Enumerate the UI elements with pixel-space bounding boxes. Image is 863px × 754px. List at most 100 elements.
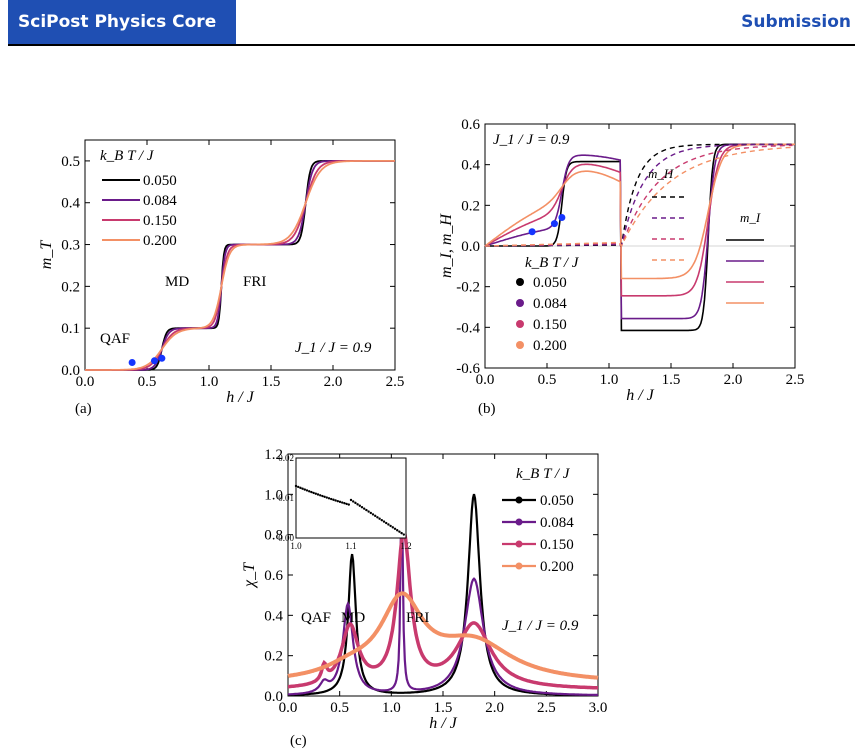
inset-point xyxy=(354,501,357,505)
inset-point xyxy=(316,493,320,496)
y-axis-label: χ_T xyxy=(241,562,258,589)
inset-point xyxy=(402,533,405,536)
critical-point xyxy=(128,358,136,366)
inset-point xyxy=(349,498,353,502)
legend-title: k_B T / J xyxy=(100,148,155,164)
inset-point xyxy=(389,524,392,528)
y-tick-label: 0.3 xyxy=(61,238,80,254)
y-tick-label: 0.0 xyxy=(461,239,480,255)
y-axis-label: m_I, m_H xyxy=(438,213,455,278)
x-tick-label: 1.5 xyxy=(662,372,681,388)
inset-x-tick: 1.1 xyxy=(345,541,356,551)
inset-point xyxy=(338,500,342,504)
inset-point xyxy=(396,529,399,532)
coupling-annotation: J_1 / J = 0.9 xyxy=(493,132,570,148)
y-tick-label: 0.8 xyxy=(264,528,283,544)
region-MD: MD xyxy=(165,274,189,290)
x-tick-label: 2.5 xyxy=(386,374,405,390)
critical-point xyxy=(528,228,536,236)
region-FRI: FRI xyxy=(243,274,266,290)
inset-point xyxy=(341,501,344,504)
x-tick-label: 1.0 xyxy=(382,700,401,716)
x-tick-label: 0.0 xyxy=(76,374,95,390)
inset-point xyxy=(323,495,326,499)
submission-label: Submission xyxy=(741,12,851,32)
x-tick-label: 2.0 xyxy=(724,372,743,388)
panel-a-plot-area: 0.0 0.5 1.0 1.5 2.0 2.5 0.0 0.1 0.2 0.3 0.4 0.5 h / … xyxy=(38,139,405,417)
inset-point xyxy=(360,506,364,509)
inset-point xyxy=(334,499,337,502)
inset-point xyxy=(332,498,335,501)
inset-x-tick: 1.0 xyxy=(290,541,302,551)
inset-point xyxy=(363,507,366,510)
critical-point xyxy=(150,357,158,365)
coupling-annotation: J_1 / J = 0.9 xyxy=(502,618,579,634)
y-tick-label: 0.4 xyxy=(61,196,80,212)
mH-series-0 xyxy=(485,143,793,247)
legend-entry: 0.050 xyxy=(540,493,574,509)
x-tick-label: 0.5 xyxy=(330,700,349,716)
inset-point xyxy=(305,489,309,492)
inset-point xyxy=(297,485,300,489)
legend-title: k_B T / J xyxy=(516,466,571,482)
legend-entry: 0.150 xyxy=(540,537,574,553)
inset-y-tick: 0.00 xyxy=(278,533,294,543)
panel-c-chart: 0.0 0.5 1.0 1.5 2.0 2.5 3.0 0.0 0.2 0.4 0.6 0.8 1.0 1… xyxy=(241,447,607,749)
journal-title: SciPost Physics Core xyxy=(8,0,236,44)
y-tick-label: -0.2 xyxy=(456,280,480,296)
y-tick-label: 0.6 xyxy=(461,117,480,133)
coupling-annotation: J_1 / J = 0.9 xyxy=(295,340,372,356)
plot-frame xyxy=(84,139,396,371)
mT-series-1 xyxy=(85,160,395,371)
legend-marker xyxy=(515,518,523,526)
inset-point xyxy=(369,511,372,515)
inset-point xyxy=(303,488,306,491)
y-tick-label: 0.4 xyxy=(461,158,480,174)
inset-point xyxy=(380,518,383,522)
panel-caption: (a) xyxy=(75,401,92,417)
inset-point xyxy=(319,494,322,497)
inset-point xyxy=(336,499,339,503)
panel-b-chart: 0.0 0.5 1.0 1.5 2.0 2.5 -0.6 -0.4 -0.2 0.0 0.2 0.4 0… xyxy=(438,117,804,417)
inset-point xyxy=(371,513,375,516)
inset-point xyxy=(294,484,298,488)
chi-series-3 xyxy=(287,591,599,680)
legend-marker xyxy=(516,299,524,307)
inset-y-tick: 0.02 xyxy=(278,453,294,463)
inset-point xyxy=(358,504,361,507)
x-tick-label: 2.0 xyxy=(324,374,343,390)
x-axis-label: h / J xyxy=(226,389,254,406)
x-tick-label: 1.0 xyxy=(600,372,619,388)
mH-legend-title: m_H xyxy=(648,166,674,181)
region-FRI: FRI xyxy=(406,610,429,626)
x-tick-label: 1.0 xyxy=(200,374,219,390)
inset-point xyxy=(347,503,350,506)
region-MD: MD xyxy=(341,610,365,626)
chi-series-2 xyxy=(288,527,598,690)
y-tick-label: 0.6 xyxy=(264,568,283,584)
inset-point xyxy=(308,490,311,493)
y-tick-label: 0.0 xyxy=(264,689,283,705)
inset-point xyxy=(356,503,359,506)
inset-point xyxy=(325,496,328,499)
inset-point xyxy=(374,514,377,518)
x-tick-label: 2.5 xyxy=(537,700,556,716)
x-tick-label: 0.5 xyxy=(138,374,157,390)
inset-point xyxy=(301,487,304,490)
inset-point xyxy=(382,520,386,523)
mT-series-2 xyxy=(85,160,395,371)
region-QAF: QAF xyxy=(100,331,130,347)
inset-point xyxy=(321,494,324,498)
y-tick-label: -0.6 xyxy=(456,361,480,377)
legend-entry: 0.200 xyxy=(143,233,177,249)
y-tick-label: 1.2 xyxy=(264,447,283,463)
critical-point xyxy=(158,354,166,362)
legend-title: k_B T / J xyxy=(525,255,580,271)
x-tick-label: 2.0 xyxy=(485,700,504,716)
inset-point xyxy=(330,497,333,501)
panel-a-chart: 0.0 0.5 1.0 1.5 2.0 2.5 0.0 0.1 0.2 0.3 0.4 0.5 h / … xyxy=(38,139,405,417)
legend-entry: 0.200 xyxy=(533,338,567,354)
panel-caption: (b) xyxy=(478,401,496,417)
inset-point xyxy=(367,510,370,513)
y-tick-label: 0.2 xyxy=(461,198,480,214)
